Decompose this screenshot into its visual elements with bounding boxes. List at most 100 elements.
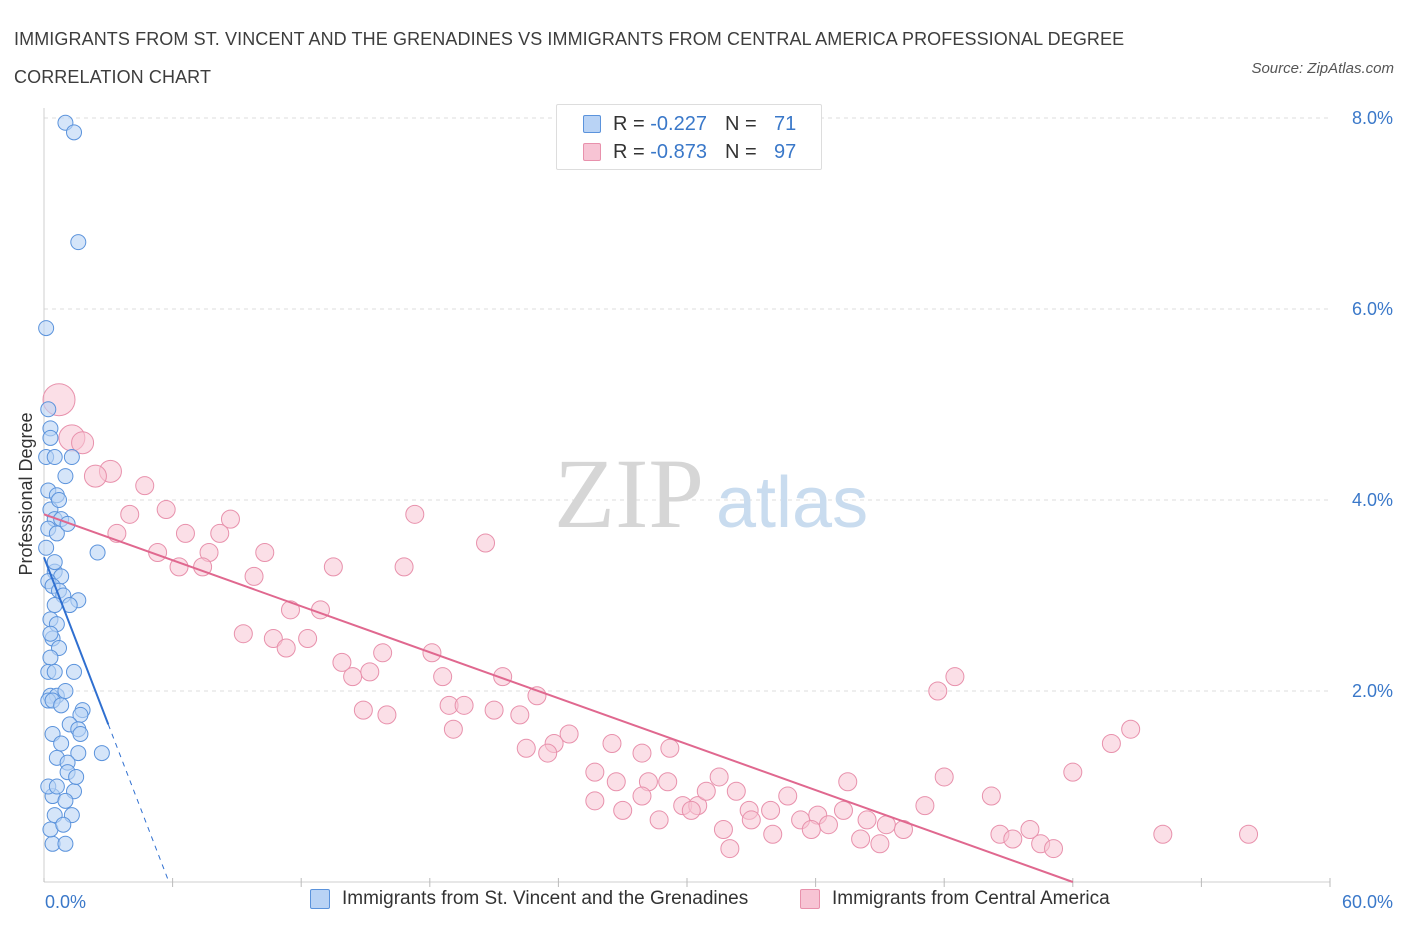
data-point-central-america (276, 638, 296, 658)
trendline-st-vincent-extension (107, 724, 169, 881)
data-point-central-america (220, 509, 240, 529)
data-point-st-vincent (53, 697, 70, 714)
data-point-st-vincent (66, 124, 83, 141)
data-point-st-vincent (55, 816, 72, 833)
data-point-central-america (838, 772, 858, 792)
data-point-central-america (857, 810, 877, 830)
data-point-central-america (538, 743, 558, 763)
legend-swatch-pink (583, 143, 601, 161)
data-point-central-america (156, 500, 176, 520)
data-point-central-america (726, 781, 746, 801)
legend-row-pink: R = -0.873 N = 97 (583, 140, 796, 164)
data-point-st-vincent (72, 725, 89, 742)
y-tick-label: 2.0% (1352, 681, 1393, 701)
data-point-st-vincent (57, 683, 74, 699)
data-point-st-vincent (57, 792, 74, 809)
data-point-central-america (263, 628, 283, 648)
data-point-st-vincent (48, 525, 65, 542)
data-point-st-vincent (59, 515, 76, 532)
legend-n-value-blue: 71 (773, 112, 797, 135)
data-point-central-america (632, 786, 652, 806)
chart-title-line1: IMMIGRANTS FROM ST. VINCENT AND THE GREN… (14, 29, 1125, 49)
legend-row-blue: R = -0.227 N = 71 (583, 112, 796, 136)
data-point-central-america (377, 705, 397, 725)
legend-r-value-blue: -0.227 (650, 112, 707, 135)
data-point-central-america (818, 815, 838, 835)
data-point-central-america (658, 772, 678, 792)
legend-r-value-pink: -0.873 (650, 140, 707, 163)
data-point-central-america (280, 600, 300, 620)
data-point-central-america (332, 652, 352, 672)
data-point-central-america (210, 523, 230, 543)
legend-r-label: R = (613, 140, 651, 163)
data-point-central-america (135, 476, 155, 496)
data-point-central-america (373, 643, 393, 663)
data-point-central-america (741, 810, 761, 830)
y-tick-label: 6.0% (1352, 299, 1393, 319)
data-point-central-america (761, 800, 781, 820)
data-point-central-america (323, 557, 343, 577)
bottom-legend-pink: Immigrants from Central America (800, 888, 1110, 910)
data-point-central-america (353, 700, 373, 720)
data-point-central-america (801, 819, 821, 839)
data-point-central-america (585, 791, 605, 811)
data-point-central-america (945, 667, 965, 687)
data-point-st-vincent (38, 539, 55, 556)
data-point-st-vincent (42, 429, 59, 446)
bottom-legend-swatch-blue (310, 889, 330, 909)
trendline-st-vincent (43, 556, 110, 725)
data-point-central-america (613, 800, 633, 820)
data-point-st-vincent (42, 649, 59, 666)
data-point-central-america (851, 829, 871, 849)
x-tick-label-max: 60.0% (1342, 892, 1393, 912)
data-point-central-america (1003, 829, 1023, 849)
x-tick-label-min: 0.0% (45, 892, 86, 912)
data-point-st-vincent (51, 492, 68, 508)
y-tick-label: 8.0% (1352, 108, 1393, 128)
chart-title-line2: CORRELATION CHART (14, 67, 212, 87)
data-point-central-america (602, 734, 622, 754)
data-point-st-vincent (46, 554, 63, 571)
data-point-central-america (720, 839, 740, 859)
data-point-st-vincent (42, 625, 59, 642)
data-point-central-america (928, 681, 948, 701)
data-point-central-america (233, 624, 253, 644)
data-point-central-america (585, 762, 605, 782)
data-point-central-america (660, 738, 680, 758)
watermark-atlas: atlas (716, 463, 868, 543)
legend-swatch-blue (583, 115, 601, 133)
data-point-central-america (120, 504, 140, 524)
data-point-central-america (713, 819, 733, 839)
series-central-america (42, 383, 1259, 859)
data-point-central-america (71, 431, 95, 455)
data-point-central-america (649, 810, 669, 830)
source-credit: Source: ZipAtlas.com (1251, 60, 1394, 77)
bottom-legend-label-blue: Immigrants from St. Vincent and the Gren… (342, 888, 749, 909)
data-point-central-america (1153, 824, 1173, 844)
data-point-central-america (443, 719, 463, 739)
data-point-st-vincent (40, 401, 57, 418)
data-point-central-america (83, 464, 107, 488)
trend-lines (43, 513, 1074, 883)
data-point-central-america (606, 772, 626, 792)
watermark: ZIP atlas (554, 438, 868, 549)
trendline-central-america (43, 513, 1074, 883)
data-point-st-vincent (93, 745, 110, 762)
data-point-central-america (244, 566, 264, 586)
data-point-central-america (833, 800, 853, 820)
data-point-central-america (405, 504, 425, 524)
data-point-central-america (709, 767, 729, 787)
data-point-central-america (1020, 819, 1040, 839)
correlation-legend: R = -0.227 N = 71 R = -0.873 N = 97 (556, 104, 822, 170)
legend-n-value-pink: 97 (773, 140, 797, 163)
data-point-central-america (476, 533, 496, 553)
data-point-st-vincent (57, 468, 74, 485)
data-point-central-america (1044, 839, 1064, 859)
data-point-central-america (934, 767, 954, 787)
data-point-central-america (175, 523, 195, 543)
bottom-legend-swatch-pink (800, 889, 820, 909)
data-point-central-america (696, 781, 716, 801)
data-point-central-america (394, 557, 414, 577)
data-point-central-america (516, 738, 536, 758)
